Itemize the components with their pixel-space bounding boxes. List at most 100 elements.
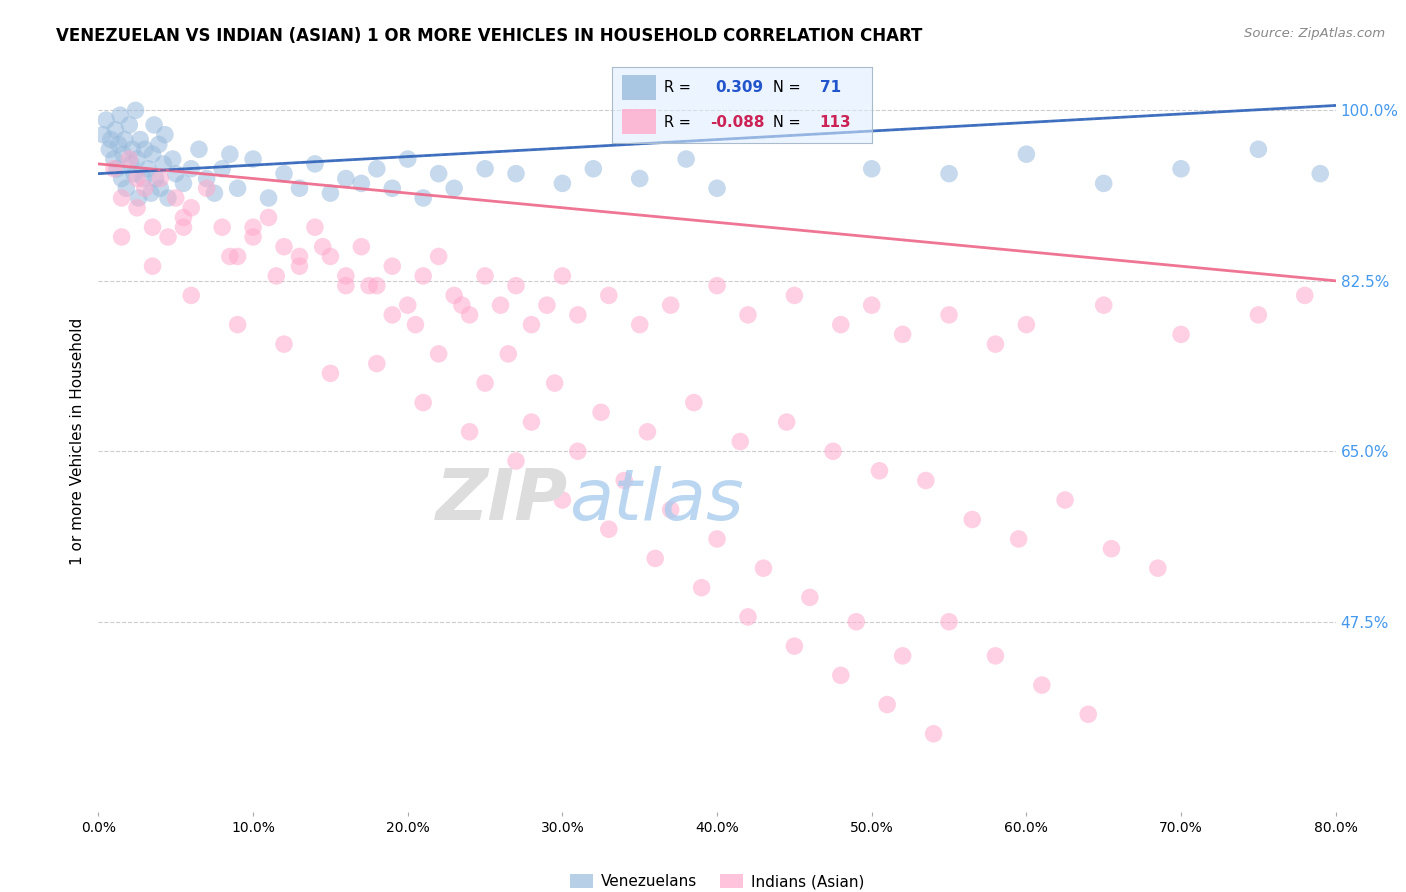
Point bbox=[366, 161, 388, 176]
Point bbox=[860, 298, 883, 312]
Point bbox=[427, 167, 450, 181]
Point bbox=[132, 171, 155, 186]
Point bbox=[111, 230, 132, 244]
Point bbox=[127, 201, 149, 215]
Point bbox=[141, 259, 165, 273]
Point bbox=[242, 152, 264, 166]
Point bbox=[706, 181, 728, 195]
Point bbox=[136, 161, 159, 176]
Point bbox=[335, 268, 357, 283]
Point bbox=[922, 727, 945, 741]
Point bbox=[350, 177, 373, 191]
Text: 71: 71 bbox=[820, 80, 841, 95]
Point bbox=[860, 161, 883, 176]
Text: 0.309: 0.309 bbox=[716, 80, 763, 95]
Point bbox=[162, 152, 184, 166]
Point bbox=[195, 171, 218, 186]
Point bbox=[264, 268, 288, 283]
Point bbox=[891, 327, 914, 342]
Point bbox=[520, 318, 543, 332]
Point bbox=[799, 591, 821, 605]
Point bbox=[405, 318, 427, 332]
Point bbox=[304, 220, 326, 235]
Point bbox=[938, 167, 960, 181]
Point bbox=[257, 191, 280, 205]
Point bbox=[551, 177, 574, 191]
Point bbox=[396, 298, 419, 312]
Point bbox=[381, 259, 404, 273]
Point bbox=[139, 186, 162, 201]
Point bbox=[821, 444, 844, 458]
Point bbox=[122, 167, 145, 181]
Point bbox=[273, 337, 295, 351]
Point bbox=[141, 147, 165, 161]
Point bbox=[752, 561, 775, 575]
Point bbox=[112, 147, 135, 161]
Point bbox=[149, 171, 172, 186]
Point bbox=[412, 191, 434, 205]
Point bbox=[427, 250, 450, 264]
Point bbox=[659, 502, 682, 516]
Point bbox=[157, 230, 180, 244]
Point bbox=[134, 142, 156, 156]
Point bbox=[1077, 707, 1099, 722]
Point bbox=[381, 308, 404, 322]
Point bbox=[319, 367, 342, 381]
Point bbox=[165, 191, 187, 205]
Point bbox=[100, 132, 122, 146]
Point bbox=[628, 318, 651, 332]
Point bbox=[172, 220, 194, 235]
Point bbox=[319, 250, 342, 264]
Point bbox=[598, 522, 620, 536]
Point bbox=[458, 308, 481, 322]
Point bbox=[551, 493, 574, 508]
Point bbox=[938, 308, 960, 322]
Point bbox=[127, 171, 149, 186]
Point bbox=[690, 581, 713, 595]
Point bbox=[157, 191, 180, 205]
Point bbox=[737, 308, 759, 322]
Point bbox=[582, 161, 605, 176]
Point bbox=[127, 152, 149, 166]
Point bbox=[366, 357, 388, 371]
Point bbox=[474, 376, 496, 390]
Point bbox=[737, 610, 759, 624]
Text: R =: R = bbox=[664, 80, 690, 95]
Point bbox=[118, 152, 141, 166]
Point bbox=[141, 220, 165, 235]
Point bbox=[830, 668, 852, 682]
Point bbox=[598, 288, 620, 302]
Point bbox=[149, 181, 172, 195]
Point bbox=[115, 181, 138, 195]
Text: -0.088: -0.088 bbox=[710, 115, 765, 129]
Point bbox=[128, 191, 150, 205]
Point bbox=[706, 278, 728, 293]
Point bbox=[520, 415, 543, 429]
Point bbox=[489, 298, 512, 312]
Text: Source: ZipAtlas.com: Source: ZipAtlas.com bbox=[1244, 27, 1385, 40]
Point bbox=[114, 132, 136, 146]
Point bbox=[335, 171, 357, 186]
Point bbox=[103, 161, 125, 176]
Point bbox=[153, 128, 176, 142]
Point bbox=[195, 181, 218, 195]
Point bbox=[366, 278, 388, 293]
Point bbox=[134, 181, 156, 195]
Point bbox=[845, 615, 868, 629]
Point bbox=[98, 142, 121, 156]
Point bbox=[1170, 161, 1192, 176]
Point bbox=[730, 434, 752, 449]
Point bbox=[211, 161, 233, 176]
Point bbox=[226, 250, 249, 264]
Point bbox=[242, 220, 264, 235]
Point bbox=[145, 171, 167, 186]
Point bbox=[1092, 177, 1115, 191]
Bar bbox=[621, 75, 655, 100]
Point bbox=[451, 298, 474, 312]
Point bbox=[1147, 561, 1170, 575]
Point bbox=[613, 474, 636, 488]
Point bbox=[1031, 678, 1053, 692]
Point bbox=[1247, 308, 1270, 322]
Point bbox=[188, 142, 211, 156]
Point bbox=[172, 211, 194, 225]
